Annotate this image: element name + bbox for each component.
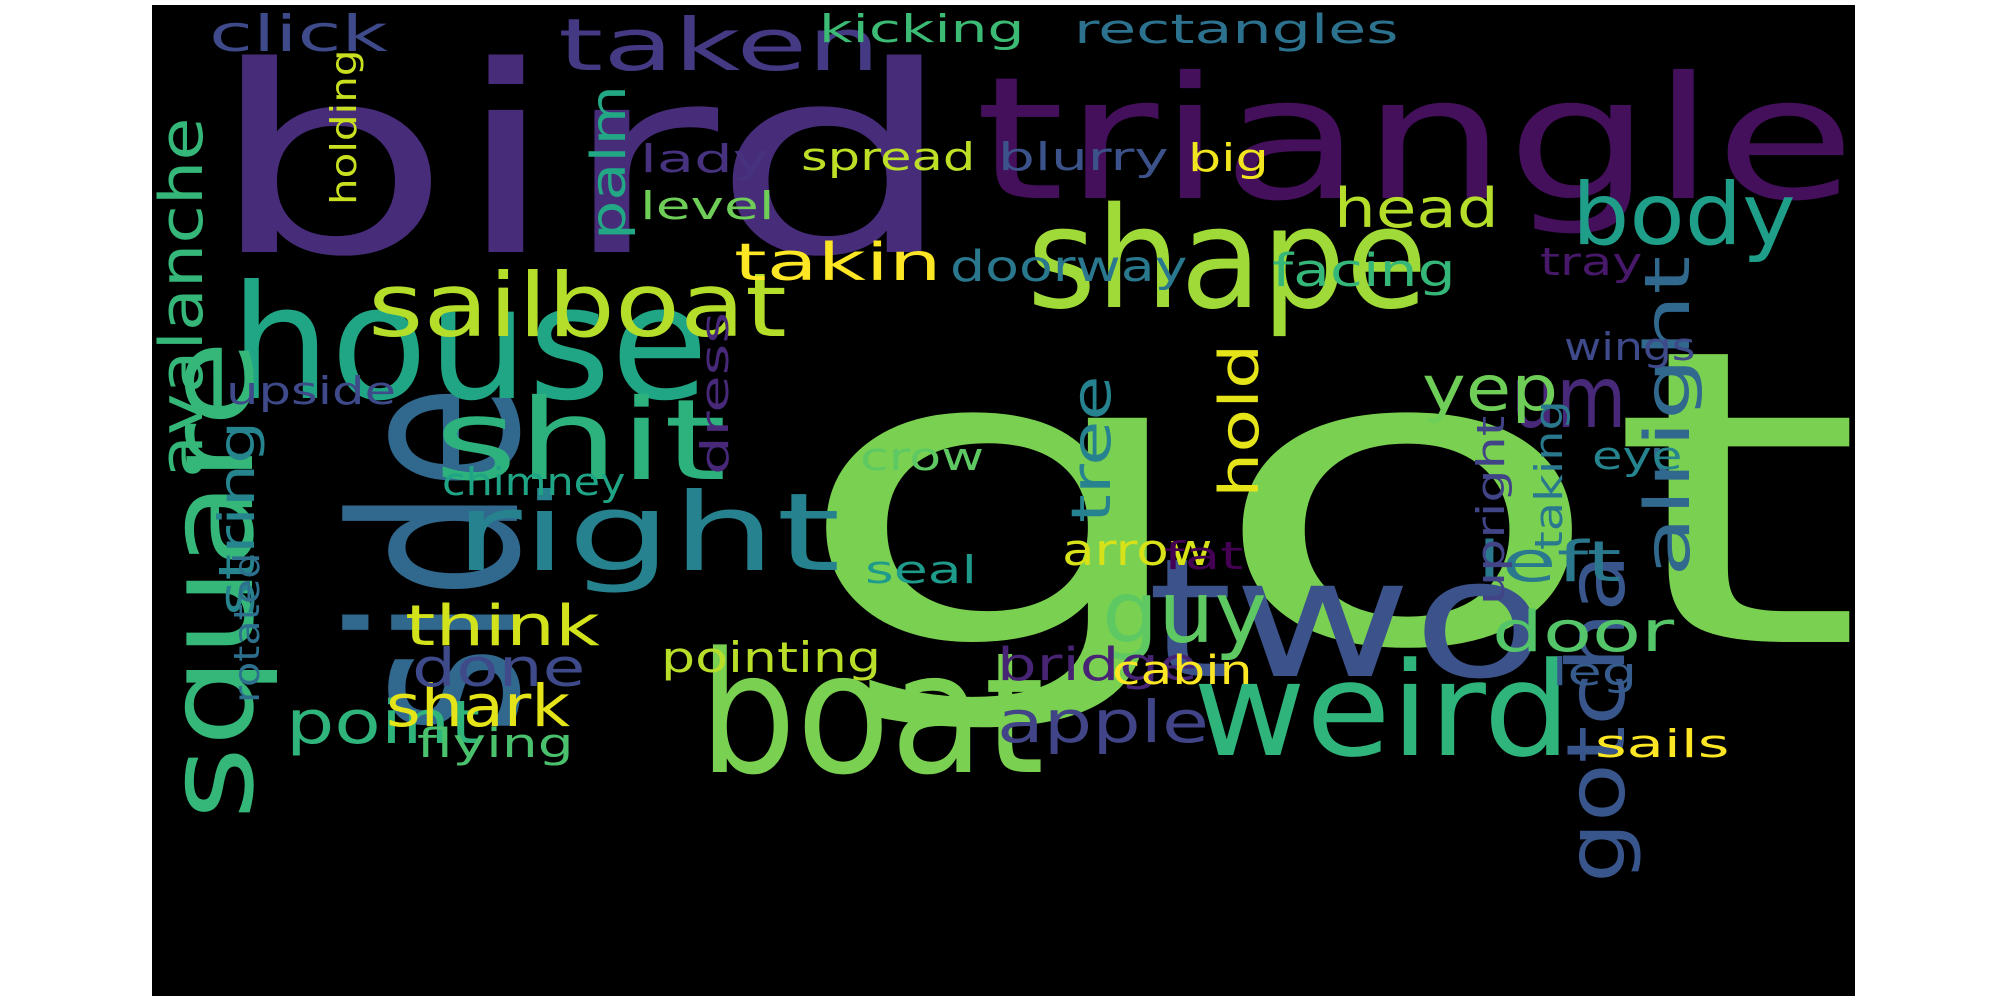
word-sails: sails xyxy=(1595,722,1730,766)
word-hold: hold xyxy=(1208,343,1271,498)
word-kicking: kicking xyxy=(819,7,1025,51)
word-apple: apple xyxy=(997,688,1209,756)
word-body: body xyxy=(1572,165,1796,265)
word-guy: guy xyxy=(1102,563,1267,663)
word-done: done xyxy=(412,638,586,699)
word-tray: tray xyxy=(1540,240,1643,284)
word-um: um xyxy=(1511,348,1627,448)
word-left: left xyxy=(1477,530,1622,595)
word-two: two xyxy=(1147,523,1547,715)
word-click: click xyxy=(209,5,388,63)
word-shape: shape xyxy=(1027,178,1428,341)
word-shit: shit xyxy=(434,376,727,506)
word-leg: leg xyxy=(1552,650,1638,694)
word-upside: upside xyxy=(226,369,397,413)
word-facing: facing xyxy=(1272,244,1456,297)
word-takin: takin xyxy=(734,233,942,293)
word-taken: taken xyxy=(558,5,881,87)
word-doorway: doorway xyxy=(950,242,1188,292)
word-alright: alright xyxy=(1631,255,1704,577)
word-bird: bird xyxy=(207,12,957,314)
word-flying: flying xyxy=(417,721,574,767)
word-avalanche: avalanche xyxy=(152,117,217,479)
word-eye: eye xyxy=(1592,434,1683,478)
word-boat: boat xyxy=(699,616,1045,812)
word-level: level xyxy=(640,184,775,228)
word-cabin: cabin xyxy=(1112,648,1253,694)
word-right: right xyxy=(454,471,841,596)
word-arrow: arrow xyxy=(1062,525,1213,576)
word-dress: dress xyxy=(693,311,737,475)
word-blurry: blurry xyxy=(998,135,1169,179)
word-pointing: pointing xyxy=(661,633,882,682)
word-taking: taking xyxy=(1527,400,1571,550)
word-tree: tree xyxy=(1060,375,1123,523)
word-fat: fat xyxy=(1164,534,1244,578)
word-palm: palm xyxy=(581,85,637,240)
word-spread: spread xyxy=(801,135,976,179)
word-cloud: got bird triangle side house boat two shape squa… xyxy=(152,5,1855,996)
word-point: point xyxy=(286,688,481,758)
word-sailboat: sailboat xyxy=(368,254,787,357)
word-think: think xyxy=(405,594,600,659)
word-triangle: triangle xyxy=(975,41,1855,239)
word-head: head xyxy=(1334,177,1499,240)
word-holding: holding xyxy=(324,49,365,205)
word-lady: lady xyxy=(640,137,769,181)
word-house: house xyxy=(230,252,709,436)
word-big: big xyxy=(1188,136,1269,180)
word-rotated: rotated xyxy=(227,552,268,703)
word-upright: upright xyxy=(1469,415,1513,605)
word-bridge: bridge xyxy=(997,638,1198,691)
word-weird: weird xyxy=(1193,634,1572,786)
word-rectangles: rectangles xyxy=(1074,7,1399,53)
word-chimney: chimney xyxy=(442,460,626,504)
word-got: got xyxy=(790,261,1855,739)
word-door: door xyxy=(1492,600,1675,665)
word-yep: yep xyxy=(1422,352,1559,425)
word-seal: seal xyxy=(865,548,978,592)
word-shark: shark xyxy=(386,672,570,740)
word-wings: wings xyxy=(1564,325,1696,369)
word-crow: crow xyxy=(860,435,985,479)
